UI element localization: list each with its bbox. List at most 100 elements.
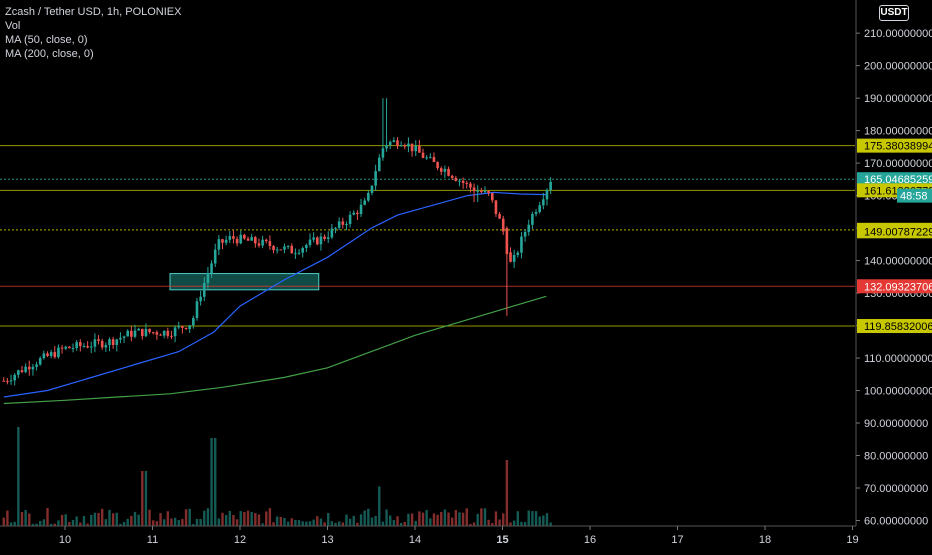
- candle-body: [326, 237, 330, 239]
- volume-bar: [177, 520, 180, 526]
- candle-body: [133, 330, 137, 337]
- candle-body: [315, 237, 319, 245]
- currency-selector[interactable]: USDT: [879, 5, 909, 21]
- volume-bar: [192, 523, 195, 526]
- volume-bar: [203, 510, 206, 526]
- volume-bar: [90, 514, 93, 526]
- candle-body: [385, 145, 388, 149]
- candle-body: [166, 330, 170, 336]
- volume-bar: [235, 519, 239, 526]
- candle-body: [410, 143, 414, 152]
- volume-bar: [542, 515, 545, 526]
- volume-bar: [28, 513, 31, 526]
- candle-body: [13, 374, 16, 381]
- volume-bar: [214, 438, 217, 526]
- y-tick-label: 100.00000000: [864, 386, 932, 398]
- price-level-label[interactable]: 149.00787229: [864, 226, 932, 238]
- candle-body: [250, 237, 253, 241]
- candle-body: [144, 328, 148, 337]
- volume-bar: [13, 521, 16, 526]
- candle-body: [290, 245, 294, 254]
- volume-bar: [155, 521, 159, 526]
- volume-bar: [64, 514, 67, 526]
- volume-bar: [399, 522, 403, 526]
- candle-body: [268, 241, 272, 247]
- volume-bar: [458, 512, 461, 526]
- price-level-label[interactable]: 132.09323706: [864, 281, 932, 293]
- candle-body: [89, 346, 93, 348]
- volume-bar: [141, 471, 144, 526]
- candle-body: [206, 273, 210, 283]
- volume-bar: [126, 518, 129, 526]
- volume-bar: [75, 516, 78, 526]
- volume-bar: [97, 512, 100, 526]
- candle-body: [148, 328, 151, 333]
- volume-bar: [429, 518, 432, 526]
- candle-body: [483, 190, 487, 193]
- candle-body: [232, 236, 235, 239]
- candle-body: [20, 370, 24, 373]
- candle-body: [272, 246, 275, 251]
- candle-body: [523, 231, 527, 237]
- volume-bar: [268, 508, 272, 526]
- volume-bar: [370, 517, 374, 526]
- volume-bar: [432, 513, 436, 526]
- volume-bar: [239, 511, 242, 526]
- candle-body: [97, 339, 100, 341]
- candle-body: [177, 326, 181, 328]
- price-level-label[interactable]: 119.85832006: [864, 321, 932, 333]
- candle-body: [111, 339, 115, 345]
- candle-body: [454, 177, 458, 181]
- candle-body: [243, 234, 246, 239]
- candle-body: [538, 205, 541, 213]
- volume-bar: [224, 515, 228, 526]
- volume-bar: [228, 510, 231, 526]
- volume-bar: [356, 522, 359, 526]
- price-level-label[interactable]: 165.04685259: [864, 174, 932, 186]
- candle-body: [480, 190, 483, 193]
- candle-body: [352, 212, 356, 215]
- candle-body: [356, 212, 359, 215]
- volume-bar: [275, 516, 279, 526]
- candle-body: [17, 370, 20, 375]
- volume-bar: [24, 510, 27, 526]
- candle-body: [188, 325, 191, 329]
- candle-body: [403, 145, 407, 147]
- candle-body: [337, 221, 341, 228]
- candle-body: [155, 332, 159, 335]
- candle-body: [235, 238, 239, 244]
- volume-bar: [86, 523, 89, 526]
- price-level-label[interactable]: 175.38038994: [864, 141, 932, 153]
- chart-legend: Zcash / Tether USD, 1h, POLONIEX Vol MA …: [5, 5, 181, 61]
- candle-body: [447, 168, 450, 176]
- volume-bar: [71, 519, 75, 526]
- candle-body: [239, 234, 243, 244]
- candle-body: [323, 236, 326, 239]
- volume-bar: [407, 513, 410, 526]
- candle-body: [283, 246, 286, 250]
- price-axis[interactable]: [856, 0, 932, 550]
- candle-body: [432, 157, 436, 163]
- candle-body: [305, 245, 308, 249]
- candle-body: [370, 185, 374, 193]
- candle-body: [348, 214, 352, 224]
- y-tick-label: 80.00000000: [864, 451, 928, 463]
- candle-body: [275, 249, 279, 251]
- candle-body: [115, 339, 119, 345]
- volume-bar: [480, 508, 483, 526]
- volume-bar: [188, 508, 191, 526]
- volume-bar: [108, 509, 111, 526]
- volume-bar: [516, 511, 520, 526]
- ma200-line: [3, 295, 547, 405]
- candle-body: [330, 228, 334, 238]
- volume-bar: [152, 520, 155, 526]
- volume-bar: [418, 511, 421, 526]
- candle-body: [414, 145, 418, 152]
- candle-body: [494, 200, 498, 214]
- highlight-rectangle[interactable]: [169, 273, 320, 291]
- price-level-label-bg: [857, 224, 932, 239]
- candle-body: [170, 335, 173, 337]
- candle-body: [465, 182, 469, 184]
